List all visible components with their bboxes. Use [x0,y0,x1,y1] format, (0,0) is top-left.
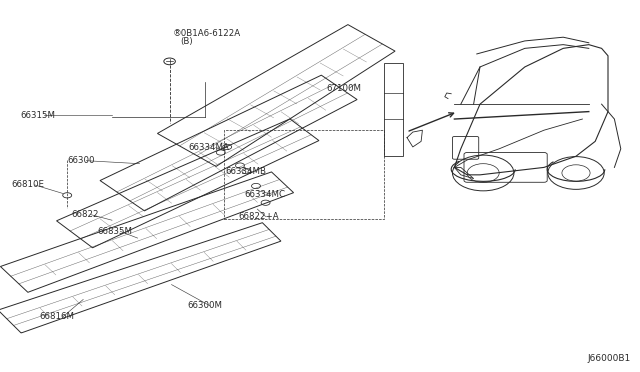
Text: 66334MC: 66334MC [244,190,285,199]
Text: 66334MA: 66334MA [189,143,230,152]
Text: 66334MB: 66334MB [225,167,266,176]
Text: (B): (B) [180,37,193,46]
Text: 66300M: 66300M [187,301,222,310]
Text: ®0B1A6-6122A: ®0B1A6-6122A [173,29,241,38]
Text: 66822: 66822 [72,210,99,219]
Text: 66810E: 66810E [12,180,45,189]
Text: 66300: 66300 [67,156,95,165]
Text: 67100M: 67100M [326,84,362,93]
Text: 66835M: 66835M [97,227,132,236]
Text: 66816M: 66816M [40,312,75,321]
Text: 66315M: 66315M [20,111,56,120]
Text: J66000B1: J66000B1 [587,354,630,363]
Text: 66822+A: 66822+A [239,212,279,221]
